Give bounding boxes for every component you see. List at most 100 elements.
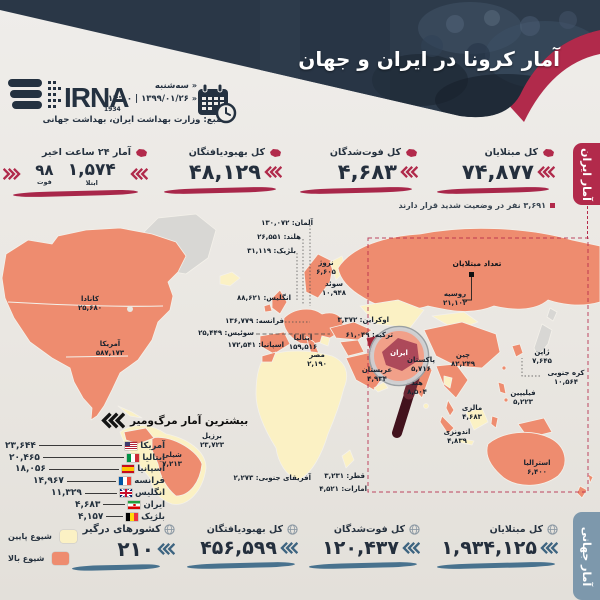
country-kazakhstan <box>359 299 425 329</box>
stat-value: ۴,۶۸۳ <box>337 160 398 184</box>
region-se-asia <box>435 363 469 399</box>
map-label-australia: استرالیا ۶,۴۰۰ <box>523 459 551 477</box>
map-label-indonesia: اندونزی ۴,۸۳۹ <box>443 428 471 446</box>
stat-value: ۱۲۰,۴۳۷ <box>322 537 399 559</box>
brush-underline <box>308 561 418 570</box>
region-scandinavia <box>303 253 335 299</box>
calendar-clock-icon <box>198 83 237 124</box>
region-africa <box>255 350 348 481</box>
flag-icon-us <box>125 441 138 450</box>
map-label-germany: آلمان: ۱۳۰,۰۷۲ <box>261 219 313 227</box>
map-label-brazil: برزیل ۲۳,۷۲۳ <box>199 432 225 450</box>
map-label-usa: آمریکا ۵۸۷,۱۷۳ <box>95 340 125 358</box>
map-label-saudi: عربستان ۴,۹۳۴ <box>361 366 393 384</box>
country-china <box>423 321 501 369</box>
stat-iran-total-cases: کل مبتلایان ۷۴,۸۷۷ <box>425 147 555 195</box>
country-russia <box>337 227 600 312</box>
tab-world-stats: آمار جهانی <box>573 512 600 600</box>
chevrons-icon <box>101 412 125 429</box>
leader-lines <box>256 225 540 377</box>
page-title: آمار کرونا در ایران و جهان <box>298 47 560 71</box>
chevrons-icon <box>264 166 282 178</box>
stat-cases-24h: ۱,۵۷۴ ابتلا <box>67 160 116 187</box>
legend-high-swatch <box>52 552 70 565</box>
map-label-italy: ایتالیا ۱۵۹,۵۱۶ <box>288 334 318 352</box>
flag-icon-fr <box>119 477 132 486</box>
country-australia <box>486 432 566 486</box>
iran-map-icon <box>270 148 281 157</box>
flag-icon-ir <box>128 500 141 509</box>
map-label-india: هند ۸,۵۰۴ <box>407 379 427 397</box>
stat-label: کل بهبودیافتگان <box>206 524 283 535</box>
death-row-ir: ۴,۶۸۳ ایران <box>75 499 165 510</box>
country-spain <box>259 331 291 355</box>
chevrons-icon <box>540 542 558 554</box>
brush-underline <box>436 186 550 195</box>
iran-map-icon <box>543 148 554 157</box>
chevrons-icon <box>400 166 418 178</box>
stat-value: ۴۵۶,۵۹۹ <box>200 537 277 559</box>
svg-text:IRNA: IRNA <box>64 82 129 113</box>
map-label-ukraine: اوکراین: ۳,۳۷۲ <box>337 316 390 324</box>
date-time: «۱۳۹۹/۰۱/۲۶ | ۱۴:۰۰ <box>107 94 197 104</box>
country-malaysia <box>445 399 455 417</box>
map-label-china: چین ۸۲,۲۴۹ <box>450 351 476 369</box>
map-label-iran: ایران <box>390 349 408 357</box>
chevron-icon: « <box>191 81 197 90</box>
death-row-be: ۴,۱۵۷ بلژیک <box>78 511 165 522</box>
flag-icon-it <box>127 453 140 462</box>
map-label-turkey: ترکیه: ۶۱,۰۴۹ <box>345 331 393 339</box>
brush-underline <box>12 189 139 198</box>
globe-icon <box>409 524 420 535</box>
country-korea <box>511 343 524 358</box>
map-label-skorea: کره جنوبی ۱۰,۵۶۴ <box>547 369 585 387</box>
stat-label: کل مبتلایان <box>489 524 543 535</box>
death-row-it: ۲۰,۴۶۵ ایتالیا <box>9 452 165 463</box>
brush-underline <box>186 561 296 570</box>
header-banner <box>0 0 600 122</box>
chevrons-icon <box>280 542 298 554</box>
involved-value: ۲۱۰ <box>117 537 154 561</box>
stat-iran-total-deaths: کل فوت‌شدگان ۴,۶۸۳ <box>288 147 418 195</box>
globe-icon <box>164 524 175 535</box>
chevrons-icon <box>402 542 420 554</box>
magnifier-icon <box>368 325 430 438</box>
dashed-connector-line <box>587 206 588 239</box>
involved-label: کشورهای درگیر <box>82 524 161 535</box>
stat-value: ۱,۹۳۴,۱۲۵ <box>441 537 537 559</box>
iran-map-icon <box>406 148 417 157</box>
country-uk <box>271 289 288 315</box>
globe-icon <box>287 524 298 535</box>
legend-high-label: شیوع بالا <box>8 554 45 563</box>
map-callout-title: تعداد مبتلایان <box>452 259 502 268</box>
involved-countries: کشورهای درگیر ۲۱۰ <box>58 524 175 572</box>
legend-low: شیوع پایین <box>8 530 77 543</box>
flag-icon-es <box>122 465 135 474</box>
stat-label: کل مبتلایان <box>484 147 538 158</box>
country-japan <box>533 323 553 357</box>
brush-underline <box>71 563 161 572</box>
stat-world-total-recovered: کل بهبودیافتگان ۴۵۶,۵۹۹ <box>183 524 298 570</box>
stat-label: آمار ۲۴ ساعت اخیر <box>41 147 131 158</box>
world-map: ایران تعداد مبتلایان کانادا ۲۵,۶۸۰ آمریکا ۵… <box>0 210 600 515</box>
map-label-japan: ژاپن ۷,۶۴۵ <box>532 348 552 366</box>
stat-label: کل فوت‌شدگان <box>329 147 401 158</box>
iran-severe-note: ۳,۶۹۱ نفر در وضعیت شدید قرار دارند <box>399 201 555 210</box>
map-label-south-africa: آفریقای جنوبی: ۲,۲۷۳ <box>233 474 311 482</box>
region-north-america <box>1 227 187 421</box>
brush-underline <box>436 561 556 570</box>
map-label-switzerland: سوئیس: ۲۵,۴۴۹ <box>198 329 254 337</box>
stat-label: کل بهبودیافتگان <box>188 147 265 158</box>
chevrons-icon <box>130 167 148 180</box>
stat-label: کل فوت‌شدگان <box>333 524 405 535</box>
deaths-section-title: بیشترین آمار مرگ‌ومیر <box>101 412 248 429</box>
date-weekday: «سه‌شنبه <box>154 81 197 91</box>
flag-icon-gb <box>119 489 132 498</box>
tab-iran-stats: آمار ایران <box>573 143 600 205</box>
map-label-uk: انگلیس: ۸۸,۶۲۱ <box>237 294 291 302</box>
map-label-norway: نروژ ۶,۶۰۵ <box>316 259 336 277</box>
deaths-list: ۲۳,۶۴۴ آمریکا ۲۰,۴۶۵ ایتالیا ۱۸,۰۵۶ اسپانیا ۱۴… <box>5 440 165 523</box>
bullet-square-icon <box>550 203 555 208</box>
country-turkey <box>329 321 373 341</box>
callout-marker <box>469 272 474 277</box>
